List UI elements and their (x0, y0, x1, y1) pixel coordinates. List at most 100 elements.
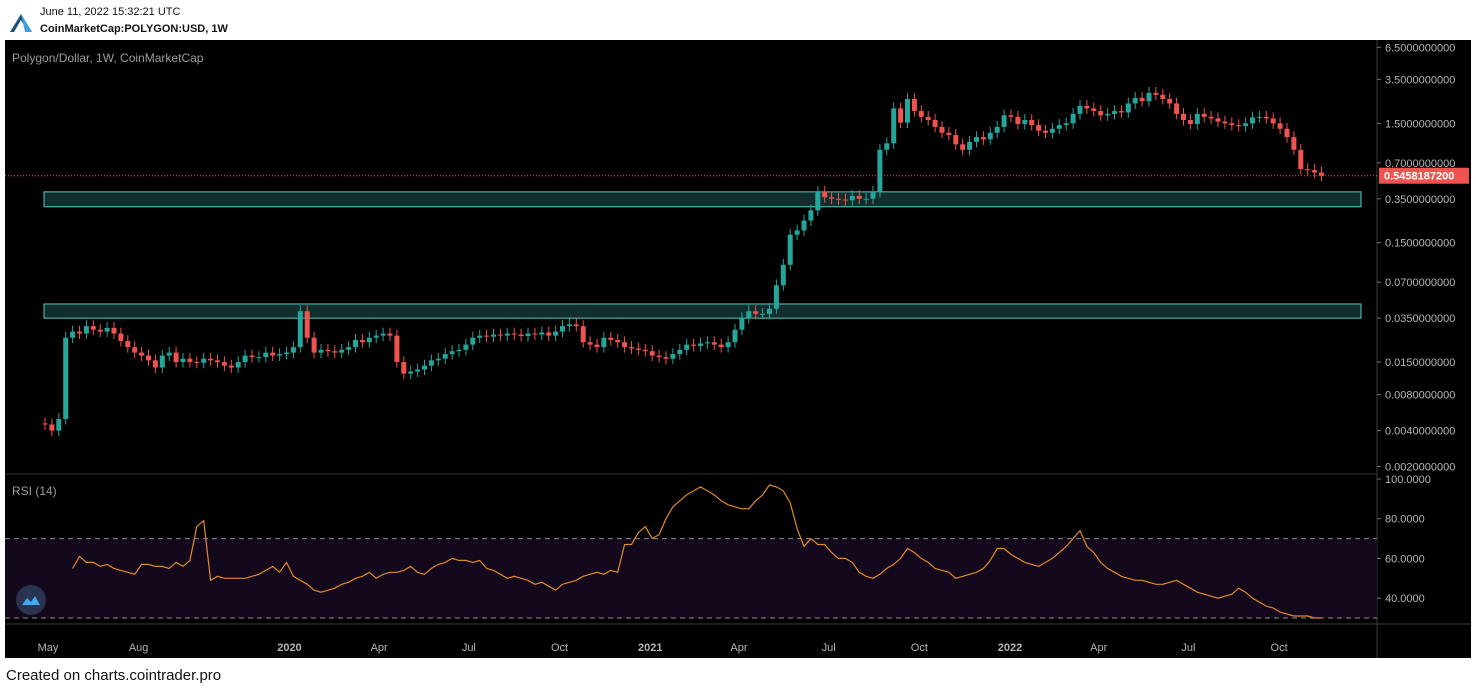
candle-body (1215, 118, 1221, 122)
candle-body (1194, 113, 1200, 125)
candle-body (656, 355, 662, 358)
candle-body (698, 343, 703, 346)
candle-body (718, 344, 724, 348)
candle-body (1105, 113, 1111, 116)
candle-body (339, 349, 345, 353)
candle-body (146, 355, 151, 361)
candle-body (435, 358, 441, 361)
candle-body (1305, 169, 1311, 171)
candle-body (318, 349, 324, 353)
candle-body (415, 369, 421, 372)
time-tick-label: Jul (462, 642, 476, 654)
candle-body (642, 349, 648, 352)
last-price-tag (1379, 167, 1469, 184)
candle-body (1208, 116, 1214, 119)
candle-body (1250, 117, 1255, 124)
candle-body (960, 144, 966, 150)
candle-body (1112, 111, 1117, 114)
candle-body (1291, 137, 1297, 150)
candle-body (187, 358, 193, 363)
candle-body (456, 349, 462, 352)
candle-body (346, 347, 352, 350)
price-tick-label: 6.5000000000 (1385, 42, 1455, 54)
candle-body (297, 311, 303, 348)
candle-body (118, 333, 124, 342)
candle-body (401, 362, 407, 374)
rsi-tick-label: 80.0000 (1385, 514, 1425, 526)
candle-body (932, 119, 938, 127)
candle-body (608, 337, 614, 340)
time-tick-label: Apr (730, 642, 747, 654)
candle-body (1118, 111, 1124, 113)
candle-body (870, 191, 876, 199)
time-tick-label: Oct (911, 642, 928, 654)
candle-body (953, 134, 959, 145)
symbol-line: CoinMarketCap:POLYGON:USD, 1W (40, 23, 228, 35)
candle-body (649, 351, 655, 356)
candle-body (1236, 125, 1242, 127)
candle-body (566, 324, 572, 327)
candle-body (1256, 116, 1262, 118)
candle-body (215, 360, 220, 363)
candle-body (939, 126, 945, 133)
candle-body (1263, 116, 1269, 119)
candle-body (1008, 115, 1014, 117)
chart-svg[interactable]: 6.5000000000 3.5000000000 1.5000000000 0.70… (5, 40, 1471, 658)
candle-body (1001, 115, 1007, 127)
time-tick-label: Apr (1090, 642, 1107, 654)
cointrader-logo-icon (10, 14, 32, 32)
candle-body (946, 132, 952, 135)
candle-body (228, 365, 234, 368)
time-axis[interactable]: May Aug 2020 Apr Jul Oct 2021 Apr Jul Oct 2022 Apr J… (38, 642, 1288, 654)
candle-body (760, 313, 766, 315)
candle-body (587, 342, 593, 345)
candle-body (1277, 123, 1283, 129)
chart-container[interactable]: 6.5000000000 3.5000000000 1.5000000000 0.70… (5, 40, 1471, 658)
candle-body (725, 342, 731, 348)
candle-body (670, 354, 676, 359)
candle-body (1043, 130, 1048, 133)
candle-body (525, 333, 531, 337)
price-tick-label: 0.0350000000 (1385, 313, 1455, 325)
candle-body (442, 354, 448, 359)
time-tick-label: 2020 (277, 642, 301, 654)
candle-body (284, 352, 289, 355)
price-tick-label: 0.0080000000 (1385, 390, 1455, 402)
time-tick-label: Oct (1271, 642, 1288, 654)
candle-body (90, 326, 96, 330)
candle-body (594, 344, 600, 348)
candle-body (263, 352, 269, 358)
candle-body (366, 337, 372, 343)
price-axis[interactable]: 6.5000000000 3.5000000000 1.5000000000 0.70… (1377, 42, 1469, 474)
support-zone (43, 191, 1362, 208)
candle-body (849, 195, 855, 201)
candle-body (1181, 113, 1186, 120)
candle-body (277, 354, 283, 356)
candle-body (974, 137, 979, 142)
candle-body (1167, 98, 1173, 104)
price-tick-label: 0.3500000000 (1385, 194, 1455, 206)
candle-body (1153, 92, 1159, 95)
support-zone (43, 303, 1362, 319)
candle-body (173, 352, 179, 363)
time-tick-label: Oct (551, 642, 568, 654)
rsi-pane[interactable] (5, 484, 1377, 619)
candle-body (905, 98, 910, 123)
candle-body (898, 108, 904, 123)
rsi-title: RSI (14) (12, 484, 57, 498)
candle-body (332, 351, 338, 353)
candle-body (477, 335, 483, 338)
candle-body (622, 342, 628, 348)
candle-body (1319, 172, 1324, 176)
candle-body (42, 423, 48, 425)
candle-body (560, 326, 565, 332)
tradingview-logo-icon[interactable] (16, 585, 46, 615)
candle-body (180, 358, 186, 363)
candle-body (56, 419, 62, 431)
time-tick-label: Jul (1181, 642, 1195, 654)
rsi-line (72, 484, 1322, 619)
candle-body (842, 199, 848, 201)
rsi-axis[interactable]: 100.0000 80.0000 60.0000 40.0000 (1377, 474, 1431, 605)
candle-body (1201, 113, 1207, 117)
candle-body (877, 149, 883, 192)
